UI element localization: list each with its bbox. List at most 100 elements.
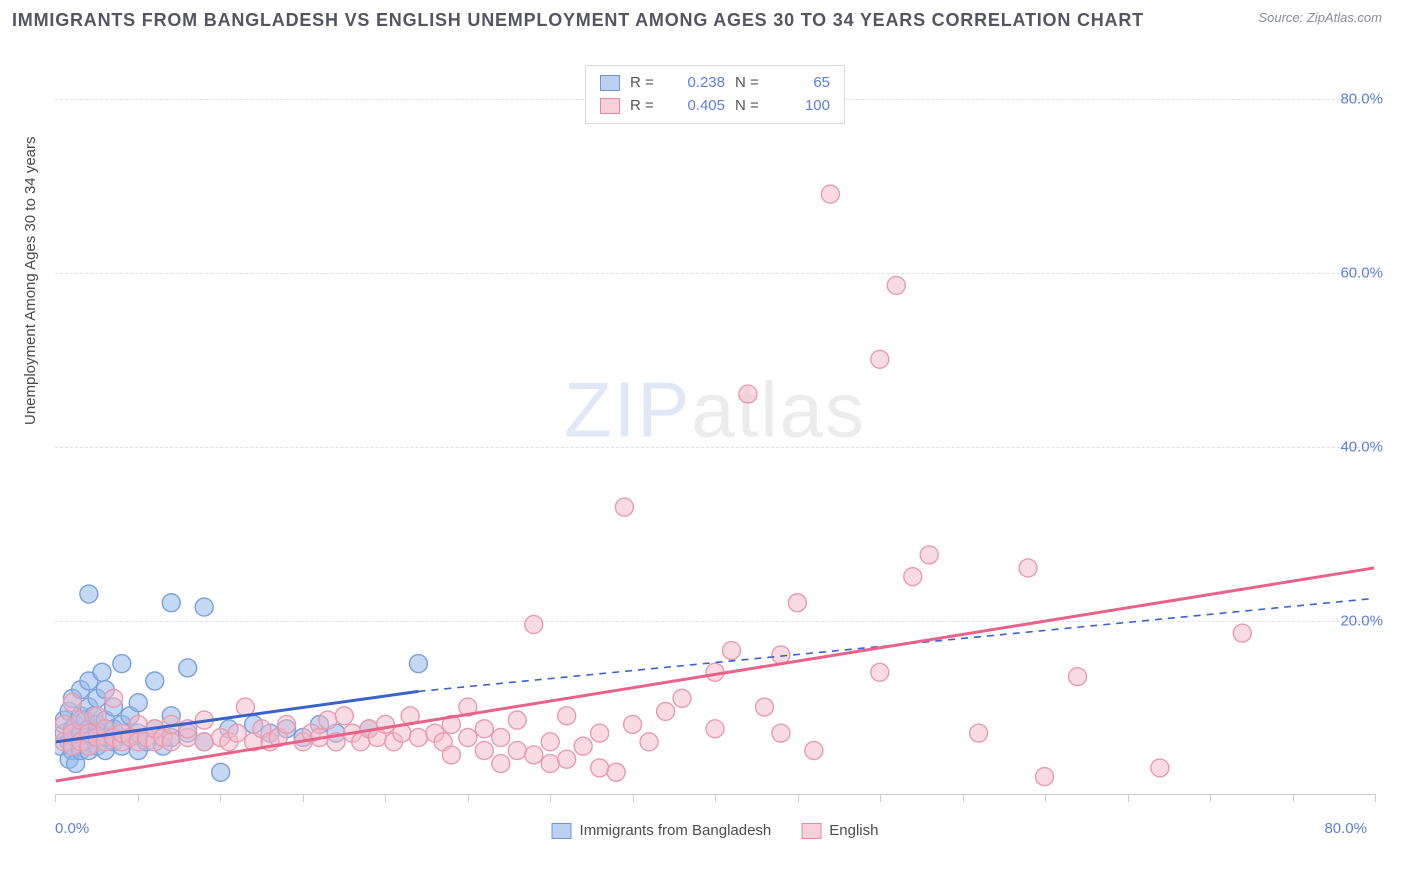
source-label: Source: [1258,10,1306,25]
scatter-point [162,733,180,751]
scatter-point [278,715,296,733]
scatter-point [772,724,790,742]
scatter-point [821,185,839,203]
x-axis-min-label: 0.0% [55,820,89,837]
n-value-0: 65 [775,72,830,95]
x-tick [1375,794,1376,802]
scatter-point [93,663,111,681]
source-value: ZipAtlas.com [1307,10,1382,25]
n-label: N = [735,72,765,95]
legend-row-series-0: R = 0.238 N = 65 [600,72,830,95]
scatter-point [558,750,576,768]
scatter-point [492,729,510,747]
scatter-point [228,724,246,742]
scatter-point [871,350,889,368]
x-tick [880,794,881,802]
scatter-point [541,733,559,751]
source-attribution: Source: ZipAtlas.com [1258,10,1382,25]
scatter-point [1036,768,1054,786]
scatter-plot-svg [55,55,1375,794]
scatter-point [1233,624,1251,642]
scatter-point [459,729,477,747]
scatter-point [195,598,213,616]
r-value-1: 0.405 [670,95,725,118]
scatter-point [558,707,576,725]
scatter-point [475,720,493,738]
legend-label-bangladesh: Immigrants from Bangladesh [580,822,772,839]
scatter-point [871,663,889,681]
x-tick [1128,794,1129,802]
scatter-point [1019,559,1037,577]
scatter-point [657,702,675,720]
x-tick [963,794,964,802]
scatter-point [195,733,213,751]
scatter-point [1151,759,1169,777]
correlation-legend: R = 0.238 N = 65 R = 0.405 N = 100 [585,65,845,124]
scatter-point [591,759,609,777]
scatter-point [805,742,823,760]
scatter-point [212,763,230,781]
x-tick [798,794,799,802]
x-tick [1045,794,1046,802]
plot-area: R = 0.238 N = 65 R = 0.405 N = 100 ZIPat… [55,55,1375,795]
scatter-point [788,594,806,612]
scatter-point [525,746,543,764]
scatter-point [319,711,337,729]
scatter-point [475,742,493,760]
x-tick [138,794,139,802]
legend-swatch-bangladesh [552,823,572,839]
n-value-1: 100 [775,95,830,118]
scatter-point [574,737,592,755]
scatter-point [904,568,922,586]
scatter-point [1069,668,1087,686]
legend-swatch-english [801,823,821,839]
chart-container: Unemployment Among Ages 30 to 34 years R… [35,45,1395,835]
scatter-point [508,711,526,729]
scatter-point [541,755,559,773]
legend-swatch-pink [600,98,620,114]
scatter-point [409,729,427,747]
x-tick [468,794,469,802]
scatter-point [739,385,757,403]
scatter-point [508,742,526,760]
scatter-point [624,715,642,733]
scatter-point [129,694,147,712]
scatter-point [179,659,197,677]
scatter-point [146,672,164,690]
n-label: N = [735,95,765,118]
scatter-point [607,763,625,781]
scatter-point [409,655,427,673]
scatter-point [335,707,353,725]
legend-row-series-1: R = 0.405 N = 100 [600,95,830,118]
scatter-point [722,642,740,660]
scatter-point [80,585,98,603]
scatter-point [772,646,790,664]
scatter-point [591,724,609,742]
scatter-point [376,715,394,733]
x-tick [1293,794,1294,802]
scatter-point [525,615,543,633]
x-tick [303,794,304,802]
title-bar: IMMIGRANTS FROM BANGLADESH VS ENGLISH UN… [0,0,1406,35]
scatter-point [442,746,460,764]
chart-title: IMMIGRANTS FROM BANGLADESH VS ENGLISH UN… [12,10,1144,31]
x-tick [1210,794,1211,802]
r-value-0: 0.238 [670,72,725,95]
legend-swatch-blue [600,75,620,91]
scatter-point [920,546,938,564]
scatter-point [63,694,81,712]
scatter-point [673,689,691,707]
scatter-point [492,755,510,773]
y-axis-label: Unemployment Among Ages 30 to 34 years [22,136,39,425]
scatter-point [640,733,658,751]
legend-item-english: English [801,822,878,839]
x-tick [633,794,634,802]
trend-line [56,568,1374,781]
scatter-point [755,698,773,716]
scatter-point [706,720,724,738]
series-legend: Immigrants from Bangladesh English [552,822,879,839]
r-label: R = [630,95,660,118]
scatter-point [162,594,180,612]
scatter-point [887,276,905,294]
legend-item-bangladesh: Immigrants from Bangladesh [552,822,772,839]
